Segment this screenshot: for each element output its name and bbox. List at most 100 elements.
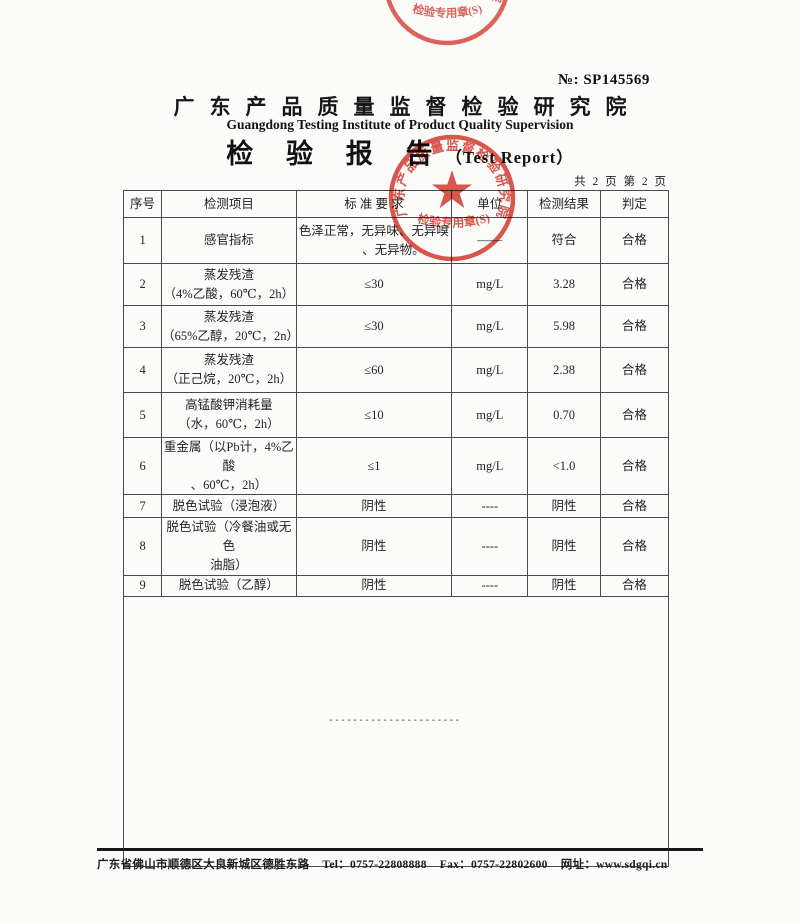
- cell-verdict: 合格: [599, 347, 670, 393]
- cell-line: ≤30: [364, 319, 384, 334]
- cell-line: （4%乙酸，60℃，2h）: [163, 286, 295, 301]
- cell-unit: ----: [451, 494, 529, 519]
- cell-line: 感官指标: [203, 233, 254, 248]
- cell-standard: ≤60: [295, 347, 453, 393]
- cell-result: 符合: [527, 217, 601, 264]
- cell-line: ≤60: [364, 362, 384, 377]
- cell-item: 脱色试验（冷餐油或无色油脂）: [161, 517, 297, 576]
- table-header-row: 序号 检测项目标 准 要 求单位 检测结果 判定: [122, 190, 670, 218]
- cell-line: （正己烷，20℃，2h）: [165, 372, 293, 386]
- cell-line: 油脂）: [210, 557, 248, 572]
- footer-tel: Tel：0757-22808888: [322, 859, 427, 871]
- table-header-cell: 判定: [599, 190, 670, 218]
- cell-line: 阴性: [361, 498, 387, 513]
- page-indicator: 共 2 页 第 2 页: [574, 176, 668, 188]
- table-row: 9 脱色试验（乙醇） 阴性 ---- 阴性 合格: [122, 574, 670, 597]
- cell-result: 2.38: [527, 347, 601, 393]
- cell-line: 、无异物。: [362, 242, 425, 257]
- cell-line: 脱色试验（乙醇）: [178, 578, 279, 593]
- cell-no: 6: [122, 436, 163, 496]
- institute-title-en: Guangdong Testing Institute of Product Q…: [226, 117, 574, 132]
- cell-result: <1.0: [527, 436, 601, 496]
- cell-verdict: 合格: [599, 217, 670, 264]
- cell-item: 脱色试验（乙醇）: [161, 574, 297, 597]
- cell-line: 蒸发残渣: [203, 267, 254, 282]
- cell-standard: ≤1: [295, 436, 453, 496]
- table-row: 6 重金属（以Pb计，4%乙酸 、60℃，2h） ≤1 mg/L <1.0 合格: [122, 436, 670, 496]
- cell-item: 蒸发残渣 （4%乙酸，60℃，2h）: [161, 263, 297, 306]
- report-number: №: SP145569: [558, 72, 650, 88]
- table-row: 5 高锰酸钾消耗量 （水，60℃，2h） ≤10 mg/L 0.70 合格: [122, 392, 670, 438]
- cell-standard: 阴性: [295, 494, 453, 519]
- cell-line: ≤30: [364, 277, 384, 292]
- cell-verdict: 合格: [599, 494, 670, 519]
- cell-standard: 色泽正常，无异味、无异嗅、无异物。: [295, 217, 453, 264]
- table-row: 8 脱色试验（冷餐油或无色 油脂） 阴性 ---- 阴性 合格: [122, 517, 670, 576]
- cell-line: 蒸发残渣: [203, 353, 254, 368]
- footer-address: 广东省佛山市顺德区大良新城区德胜东路: [97, 859, 310, 871]
- cell-no: 1: [122, 217, 163, 264]
- report-title-cn: 检 验 报 告: [226, 139, 446, 169]
- cell-no: 9: [122, 574, 163, 597]
- cell-unit: ----: [451, 574, 529, 597]
- cell-verdict: 合格: [599, 574, 670, 597]
- cell-line: 、60℃，2h）: [190, 477, 268, 492]
- cell-line: （水，60℃，2h）: [178, 417, 280, 431]
- seal-ring-text: 广东产品质量监督检验研究院: [387, 0, 508, 5]
- cell-standard: 阴性: [295, 574, 453, 597]
- institute-title-cn: 广东产品质量监督检验研究院: [173, 95, 642, 119]
- cell-verdict: 合格: [599, 517, 670, 576]
- cell-verdict: 合格: [599, 263, 670, 306]
- cell-unit: ——: [451, 217, 529, 264]
- seal-label: 检验专用章(S): [411, 1, 483, 20]
- cell-line: 色泽正常，无异味、无异嗅: [298, 223, 449, 238]
- table-empty-row: ----------------------: [123, 595, 669, 867]
- table-row: 7 脱色试验（浸泡液） 阴性 ---- 阴性 合格: [122, 494, 670, 519]
- report-title-en: （Test Report）: [445, 148, 574, 167]
- cell-no: 4: [122, 347, 163, 393]
- cell-item: 蒸发残渣 （65%乙醇，20℃，2n）: [161, 305, 297, 348]
- cell-item: 脱色试验（浸泡液）: [161, 494, 297, 519]
- table-header-cell: 检测结果: [527, 190, 601, 218]
- table-row: 1 感官指标 色泽正常，无异味、无异嗅 、无异物。 —— 符合 合格: [122, 217, 670, 264]
- cell-no: 7: [122, 494, 163, 519]
- empty-area: ----------------------: [123, 595, 669, 867]
- cell-result: 阴性: [527, 517, 601, 576]
- cell-line: 阴性: [361, 578, 387, 593]
- cell-result: 5.98: [527, 305, 601, 348]
- results-table: 序号 检测项目标 准 要 求单位 检测结果 判定 1 感官指标 色泽正常，无异味、无异嗅、…: [122, 190, 670, 867]
- cell-line: ≤1: [367, 458, 381, 473]
- end-of-data-separator: ----------------------: [328, 714, 461, 726]
- footer-divider: [97, 848, 703, 851]
- footer-fax: Fax：0757-22802600: [439, 859, 548, 871]
- footer: 广东省佛山市顺德区大良新城区德胜东路 Tel：0757-22808888 Fax…: [97, 856, 667, 872]
- cell-no: 5: [122, 392, 163, 438]
- cell-line: 蒸发残渣: [203, 309, 254, 324]
- table-header-cell: 检测项目: [161, 190, 297, 218]
- cell-item: 重金属（以Pb计，4%乙酸、60℃，2h）: [161, 436, 297, 496]
- cell-line: 阴性: [361, 539, 387, 553]
- seal-ring: [386, 0, 508, 46]
- cell-no: 3: [122, 305, 163, 348]
- cell-result: 阴性: [527, 494, 601, 519]
- cell-no: 2: [122, 263, 163, 306]
- cell-line: 脱色试验（浸泡液）: [172, 498, 286, 513]
- cell-unit: mg/L: [451, 392, 529, 438]
- report-title: 检 验 报 告 （Test Report）: [0, 132, 800, 171]
- table-row: 2 蒸发残渣 （4%乙酸，60℃，2h） ≤30 mg/L 3.28 合格: [122, 263, 670, 306]
- cell-item: 蒸发残渣 （正己烷，20℃，2h）: [161, 347, 297, 393]
- cell-unit: ----: [451, 517, 529, 576]
- cell-verdict: 合格: [599, 392, 670, 438]
- cell-standard: ≤10: [295, 392, 453, 438]
- cell-line: 脱色试验（冷餐油或无色: [166, 520, 292, 553]
- cell-item: 感官指标: [161, 217, 297, 264]
- cell-no: 8: [122, 517, 163, 576]
- cell-verdict: 合格: [599, 305, 670, 348]
- cell-line: 重金属（以Pb计，4%乙酸: [163, 440, 294, 473]
- table-header-cell: 单位: [451, 190, 529, 218]
- cell-result: 阴性: [527, 574, 601, 597]
- partial-seal-stamp-top: 广东产品质量监督检验研究院 检验专用章(S): [386, 0, 508, 46]
- cell-result: 0.70: [527, 392, 601, 438]
- table-header-cell: 序号: [122, 190, 163, 218]
